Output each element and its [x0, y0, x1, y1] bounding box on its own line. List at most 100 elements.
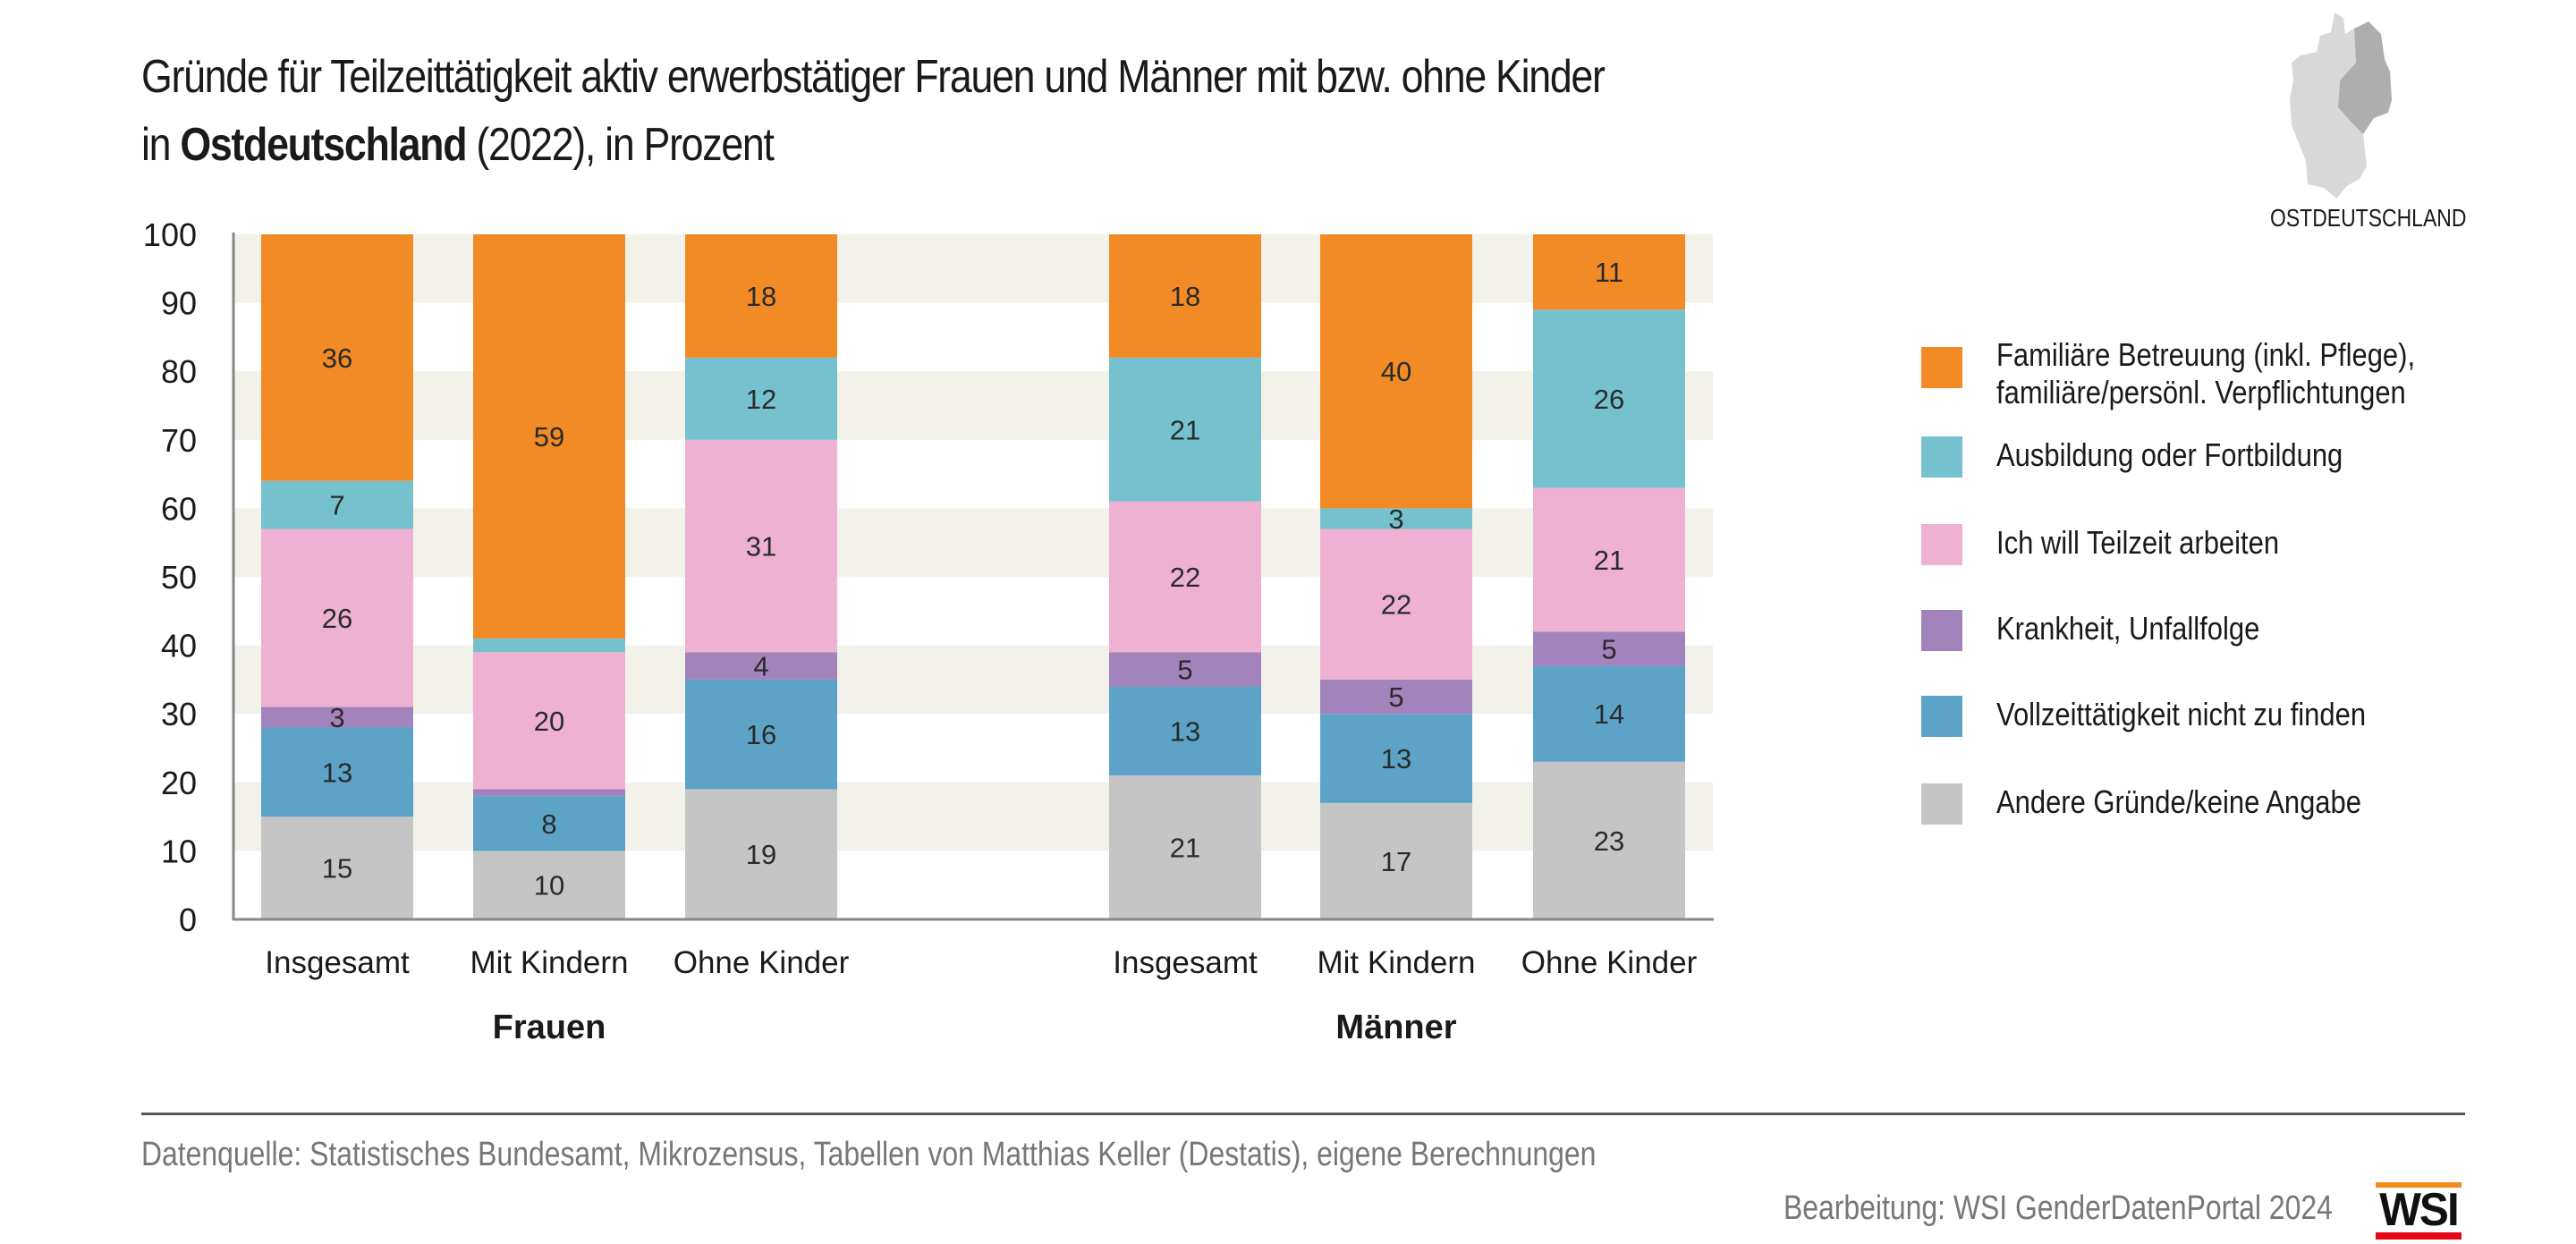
bar-segment [473, 234, 625, 639]
bar-value-label: 18 [746, 281, 776, 312]
x-axis-labels: Insgesamt Mit Kindern Ohne Kinder Insgesamt… [265, 945, 1697, 1046]
legend-label: Vollzeittätigkeit nicht zu finden [1996, 696, 2367, 732]
bar-stack: 21 13 5 22 21 18 [1109, 234, 1261, 919]
bar-segment [261, 234, 413, 481]
bar-value-label: 19 [746, 839, 776, 870]
legend-label: Familiäre Betreuung (inkl. Pflege), famil… [1996, 336, 2416, 410]
bar-value-label: 14 [1594, 698, 1624, 730]
bar-value-label: 59 [534, 421, 564, 453]
bar-segment [473, 796, 625, 851]
logo-text: WSI [2379, 1184, 2460, 1236]
bar-stack: 19 16 4 31 12 18 [685, 234, 837, 919]
x-tick-label: Insgesamt [265, 945, 410, 980]
legend-item: Krankheit, Unfallfolge [1921, 610, 2302, 651]
y-tick-label: 90 [161, 285, 197, 322]
bar-value-label: 12 [746, 384, 776, 415]
y-tick-label: 70 [161, 422, 197, 459]
bar-value-label: 13 [1170, 715, 1200, 747]
bar-segment [261, 529, 413, 707]
bar-value-label: 4 [753, 651, 768, 682]
bar-value-label: 5 [1177, 654, 1192, 685]
chart-title: Gründe für Teilzeittätigkeit aktiv erwer… [141, 43, 1606, 179]
bar-value-label: 26 [1594, 384, 1624, 415]
y-tick-label: 40 [161, 628, 197, 664]
legend-swatch [1921, 696, 1962, 737]
stacked-bar-chart: 0 10 20 30 40 50 60 70 80 90 100 15 13 3 26 7 36 10 8 20 59… [143, 216, 1714, 1046]
bar-value-label: 3 [329, 702, 344, 733]
east-germany-shape [2338, 21, 2392, 134]
bar-segment [1533, 309, 1685, 488]
bar-value-label: 26 [322, 603, 352, 634]
bar-segment [261, 817, 413, 919]
bar-value-label: 13 [322, 757, 352, 788]
legend-swatch [1921, 347, 1962, 388]
wsi-logo: WSI [2376, 1182, 2462, 1240]
bar-segment [261, 707, 413, 728]
bar-segment [685, 789, 837, 919]
bars: 1513326736108205919164311218211352221181… [261, 234, 1685, 919]
grid-band [233, 371, 1713, 440]
bar-segment [473, 638, 625, 653]
bar-segment [685, 679, 837, 790]
legend-label: Ausbildung oder Fortbildung [1996, 436, 2343, 473]
bar-segment [1109, 234, 1261, 358]
legend-swatch [1921, 436, 1962, 478]
legend-item: Andere Gründe/keine Angabe [1921, 783, 2420, 825]
title-region: Ostdeutschland [180, 119, 467, 171]
grid-band [233, 782, 1713, 851]
bar-segment [1320, 802, 1472, 919]
bar-segment [261, 480, 413, 529]
bar-value-label: 8 [541, 808, 556, 840]
logo-red-bar [2376, 1232, 2462, 1240]
bar-segment [1533, 665, 1685, 762]
bar-segment [1533, 761, 1685, 919]
bar-value-label: 3 [1388, 504, 1403, 535]
bar-value-label: 10 [534, 870, 564, 901]
x-tick-label: Mit Kindern [1317, 945, 1475, 980]
title-suffix: (2022), in Prozent [466, 119, 775, 171]
bar-segment [1109, 501, 1261, 653]
bar-segment [473, 850, 625, 919]
bar-segment [1320, 529, 1472, 680]
bar-segment [473, 652, 625, 790]
bar-stack: 10 8 20 59 [473, 234, 625, 919]
bar-value-label: 22 [1170, 562, 1200, 593]
title-prefix: in [141, 119, 181, 171]
bar-value-label: 23 [1594, 825, 1624, 857]
legend-swatch [1921, 610, 1962, 651]
bar-segment [685, 234, 837, 358]
credit-text: Bearbeitung: WSI GenderDatenPortal 2024 [1784, 1189, 2333, 1227]
group-label: Frauen [493, 1009, 606, 1046]
group-label: Männer [1335, 1009, 1456, 1046]
legend-label: Ich will Teilzeit arbeiten [1996, 524, 2280, 561]
bar-stack: 17 13 5 22 3 40 [1320, 234, 1472, 919]
bar-segment [1320, 508, 1472, 529]
legend-label: Andere Gründe/keine Angabe [1996, 783, 2361, 820]
bar-value-label: 21 [1170, 833, 1200, 864]
bar-stack: 15 13 3 26 7 36 [261, 234, 413, 919]
bar-value-label: 21 [1170, 414, 1200, 445]
bar-segment [1109, 686, 1261, 776]
title-line-2: in Ostdeutschland (2022), in Prozent [141, 111, 1605, 179]
bar-segment [261, 727, 413, 817]
y-tick-label: 10 [161, 833, 197, 869]
y-tick-label: 20 [161, 765, 197, 801]
bar-segment [685, 357, 837, 440]
legend-item: Ich will Teilzeit arbeiten [1921, 524, 2326, 565]
data-source: Datenquelle: Statistisches Bundesamt, Mi… [141, 1136, 1597, 1173]
bar-segment [1109, 357, 1261, 502]
y-tick-label: 60 [161, 490, 197, 527]
grid-band [233, 508, 1713, 577]
x-tick-label: Mit Kindern [470, 945, 628, 980]
bar-segment [473, 789, 625, 797]
bar-stack: 23 14 5 21 26 11 [1533, 234, 1685, 919]
west-germany-shape [2290, 13, 2367, 199]
bar-value-label: 15 [322, 853, 352, 884]
legend-swatch [1921, 524, 1962, 565]
y-axis-ticks: 0 10 20 30 40 50 60 70 80 90 100 [143, 216, 197, 938]
legend-swatch [1921, 783, 1962, 825]
bar-value-label: 5 [1388, 681, 1403, 713]
legend-item: Vollzeittätigkeit nicht zu finden [1921, 696, 2426, 737]
logo-orange-bar [2376, 1182, 2462, 1188]
bar-segment [1533, 487, 1685, 632]
